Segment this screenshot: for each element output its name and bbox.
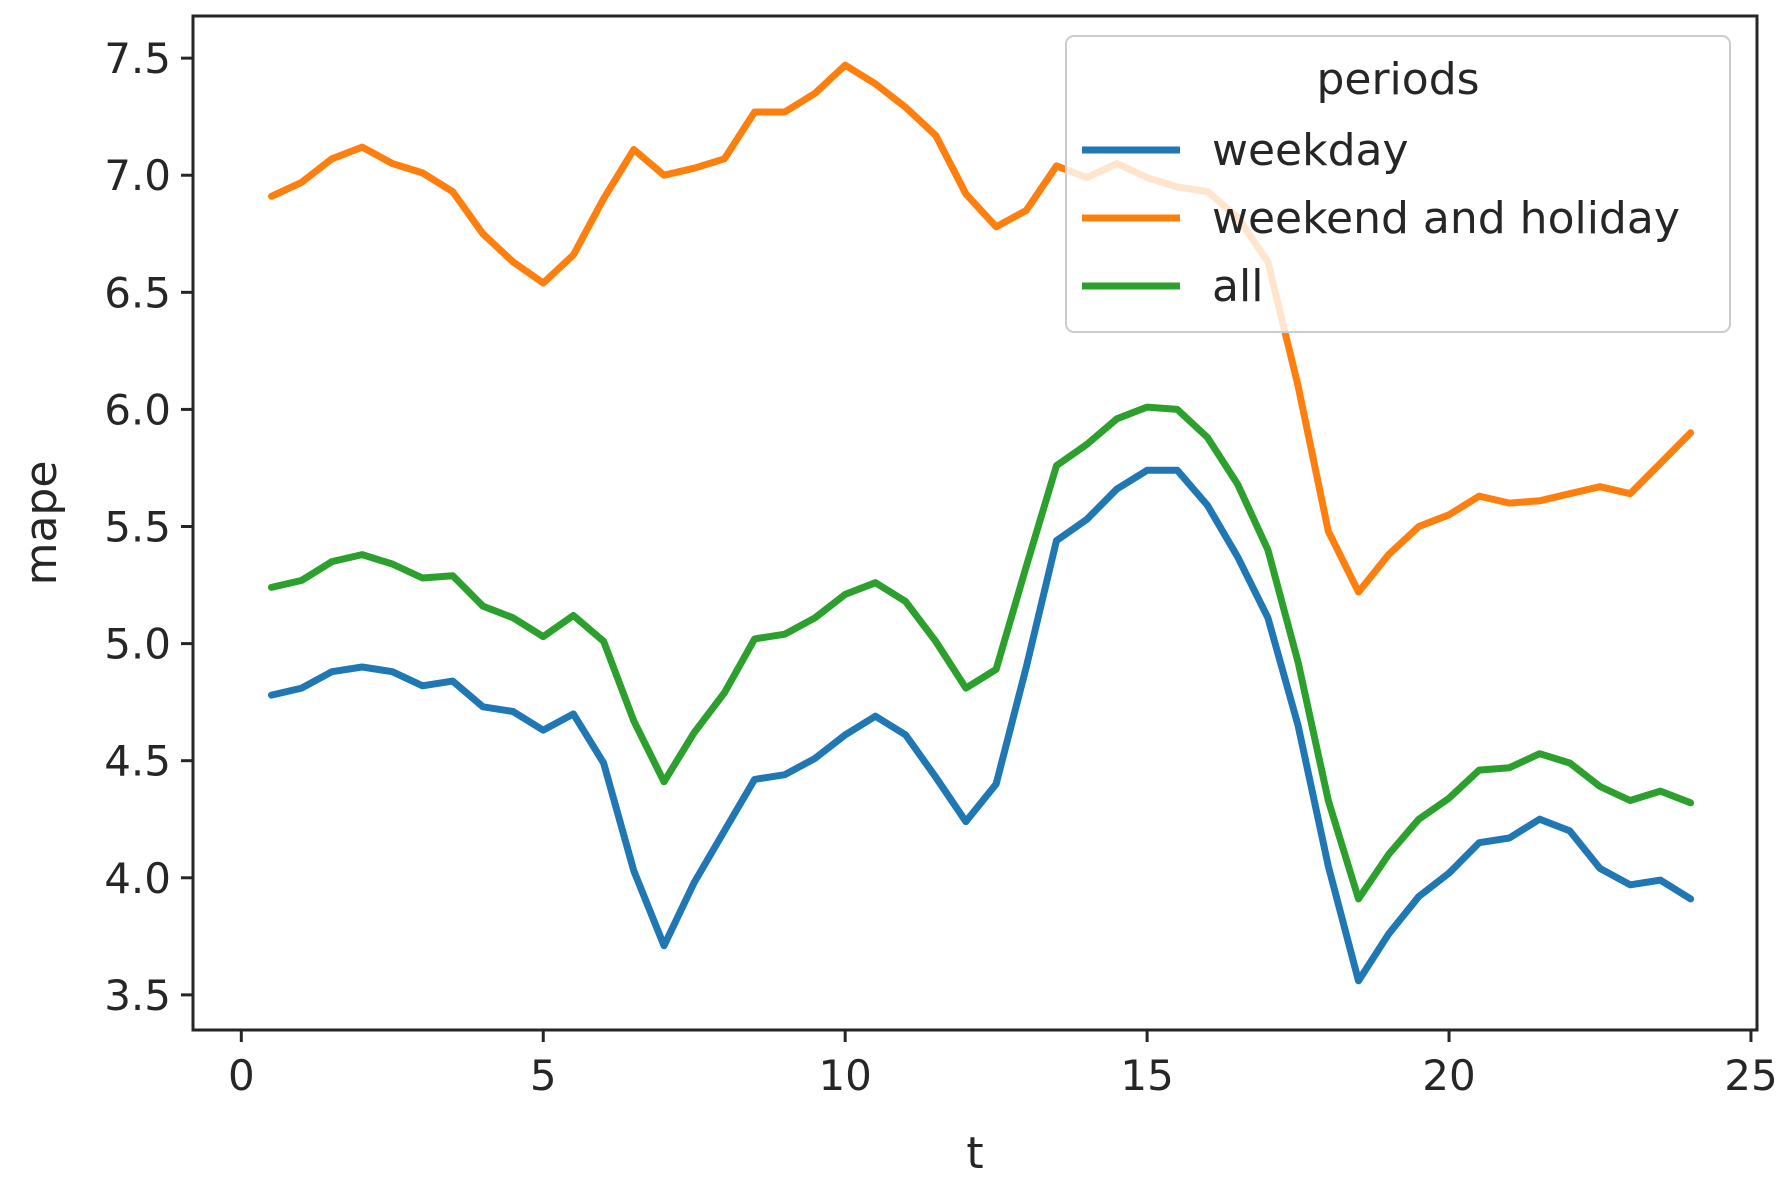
legend-box: [1065, 35, 1731, 333]
plot-lines: [268, 61, 1695, 985]
legend-entries: weekday weekend and holiday all: [1082, 125, 1680, 312]
legend-label: weekend and holiday: [1212, 193, 1680, 244]
y-tick-label: 7.5: [104, 34, 171, 83]
y-tick-label: 6.0: [104, 385, 171, 434]
y-tick-label: 4.0: [104, 854, 171, 903]
x-tick-label: 15: [1120, 1051, 1173, 1100]
x-tick-label: 0: [228, 1051, 255, 1100]
legend-title: periods: [1316, 54, 1479, 105]
legend-label: weekday: [1212, 125, 1409, 176]
x-axis-ticks: 0 5 10 15 20 25: [228, 1030, 1776, 1100]
x-tick-label: 5: [530, 1051, 557, 1100]
y-tick-label: 5.0: [104, 620, 171, 669]
x-tick-label: 20: [1422, 1051, 1475, 1100]
y-tick-label: 6.5: [104, 268, 171, 317]
series-line-all: [268, 403, 1695, 903]
y-tick-label: 3.5: [104, 971, 171, 1020]
y-tick-label: 7.0: [104, 151, 171, 200]
x-tick-label: 25: [1724, 1051, 1776, 1100]
y-axis-label: mape: [16, 461, 67, 586]
legend-label: all: [1212, 261, 1263, 312]
y-tick-label: 5.5: [104, 503, 171, 552]
series-line-weekend-and-holiday: [268, 61, 1695, 596]
axes-frame: [191, 14, 1759, 1032]
legend: periods weekday weekend and holiday all: [1065, 35, 1731, 333]
y-tick-label: 4.5: [104, 737, 171, 786]
x-tick-label: 10: [818, 1051, 871, 1100]
series-line-weekday: [268, 466, 1695, 985]
y-axis-ticks: 3.5 4.0 4.5 5.0 5.5 6.0 6.5 7.0 7.5: [104, 34, 193, 1020]
x-axis-label: t: [966, 1128, 983, 1179]
